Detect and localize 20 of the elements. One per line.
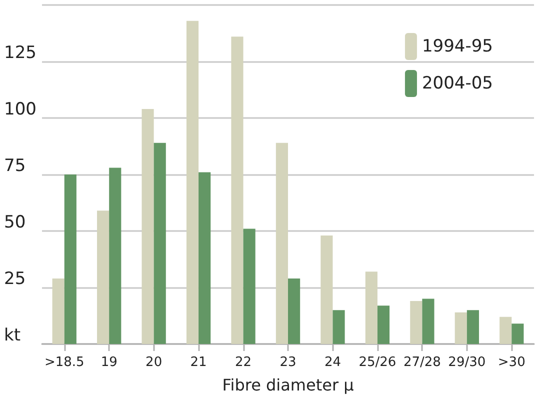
y-tick-label: 50 — [4, 212, 26, 232]
x-tick-label: 21 — [190, 355, 207, 370]
x-tick-label: 24 — [324, 355, 341, 370]
y-tick-label: 25 — [4, 269, 26, 289]
legend-label: 1994-95 — [422, 36, 493, 56]
x-tick-label: 25/26 — [358, 355, 396, 370]
y-tick-label: 100 — [4, 100, 36, 120]
x-tick-label: 29/30 — [448, 355, 486, 370]
x-tick-label: 27/28 — [403, 355, 441, 370]
x-tick-label: 23 — [280, 355, 296, 370]
x-tick-label: 20 — [146, 355, 162, 370]
y-tick-label: kt — [4, 326, 21, 346]
x-tick-label: 22 — [235, 355, 252, 370]
x-axis-title: Fibre diameter μ — [222, 376, 354, 394]
y-tick-label: 75 — [4, 156, 26, 176]
legend-label: 2004-05 — [422, 74, 493, 94]
x-tick-label: >30 — [498, 355, 526, 370]
x-tick-label: 19 — [100, 355, 118, 370]
y-tick-label: 125 — [4, 43, 36, 63]
x-tick-label: >18.5 — [44, 355, 84, 370]
